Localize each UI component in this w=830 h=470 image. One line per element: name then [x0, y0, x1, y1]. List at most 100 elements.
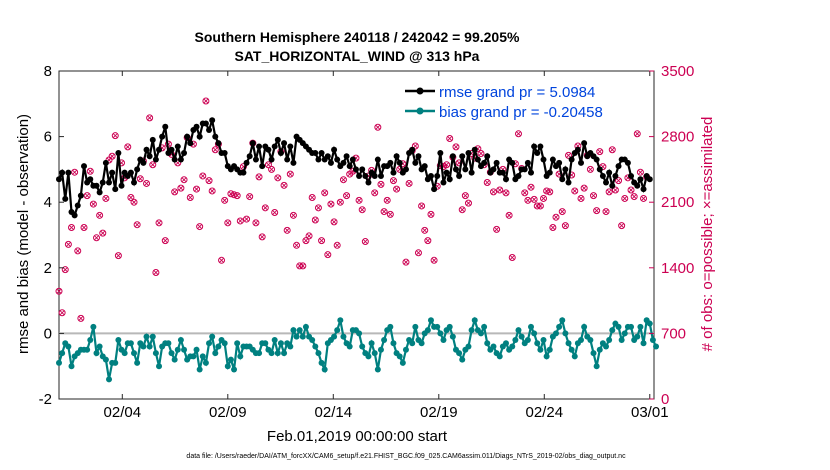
obs-assimilated-marker	[284, 227, 290, 233]
bias-point	[299, 333, 306, 340]
obs-possible-marker	[208, 187, 216, 195]
rmse-point	[209, 117, 216, 124]
obs-possible-marker	[268, 165, 276, 173]
rmse-point	[446, 176, 453, 183]
bias-point	[174, 346, 181, 353]
bias-point	[402, 346, 409, 353]
rmse-point	[499, 169, 506, 176]
rmse-point	[152, 156, 159, 163]
bias-point	[256, 350, 263, 357]
obs-assimilated-marker	[100, 230, 106, 236]
rmse-point	[593, 156, 600, 163]
bias-point	[531, 330, 538, 337]
rmse-point	[431, 186, 438, 193]
obs-possible-marker	[358, 206, 366, 214]
obs-possible-marker	[549, 224, 557, 232]
chart-title-line2: SAT_HORIZONTAL_WIND @ 313 hPa	[235, 48, 480, 64]
obs-possible-marker	[255, 173, 263, 181]
rmse-point	[159, 133, 166, 140]
obs-assimilated-marker	[93, 235, 100, 241]
obs-possible-marker	[318, 237, 326, 245]
bias-point	[396, 353, 403, 360]
bias-point	[296, 327, 303, 334]
bias-point	[537, 346, 544, 353]
bias-point	[209, 333, 216, 340]
bias-point	[309, 336, 316, 343]
rmse-point	[102, 159, 109, 166]
obs-possible-marker	[424, 237, 432, 245]
obs-assimilated-marker	[312, 217, 318, 223]
obs-possible-marker	[590, 192, 598, 200]
bias-point	[56, 359, 62, 366]
bias-point	[653, 343, 660, 350]
rmse-point	[287, 143, 294, 150]
bias-point	[640, 340, 647, 347]
rmse-point	[349, 156, 356, 163]
obs-possible-marker	[236, 217, 244, 225]
obs-possible-marker	[293, 241, 301, 249]
obs-assimilated-marker	[153, 269, 159, 276]
rmse-point	[556, 159, 563, 166]
obs-assimilated-marker	[325, 252, 331, 258]
obs-assimilated-marker	[78, 315, 84, 321]
rmse-point	[427, 172, 434, 179]
obs-possible-marker	[224, 219, 232, 227]
obs-possible-marker	[580, 184, 588, 192]
bias-point	[399, 359, 406, 366]
obs-possible-marker	[540, 194, 548, 202]
obs-possible-marker	[571, 187, 579, 195]
rmse-point	[318, 150, 325, 156]
obs-possible-marker	[177, 184, 185, 192]
bias-point	[621, 330, 628, 337]
obs-possible-marker	[202, 97, 210, 105]
obs-possible-marker	[246, 193, 254, 201]
obs-assimilated-marker	[431, 257, 437, 263]
rmse-point	[481, 159, 488, 166]
bias-point	[134, 359, 141, 366]
obs-assimilated-marker	[212, 147, 218, 153]
bias-point	[168, 350, 175, 357]
rmse-point	[393, 153, 400, 160]
rmse-point	[409, 146, 416, 153]
bias-point	[649, 336, 656, 343]
obs-assimilated-marker	[87, 168, 93, 174]
rmse-point	[171, 156, 178, 163]
y-axis-right-label: # of obs: o=possible; ×=assimilated	[699, 117, 716, 352]
obs-assimilated-marker	[294, 242, 300, 248]
bias-point	[546, 346, 553, 353]
rmse-point	[77, 192, 84, 199]
obs-possible-marker	[280, 181, 288, 189]
obs-assimilated-marker	[134, 222, 140, 228]
bias-point	[524, 336, 531, 343]
rmse-point	[634, 182, 641, 189]
obs-assimilated-marker	[581, 185, 587, 191]
bias-point	[527, 323, 534, 330]
rmse-point	[578, 159, 585, 166]
rmse-point	[168, 146, 175, 153]
obs-possible-marker	[271, 209, 279, 217]
obs-assimilated-marker	[641, 195, 647, 201]
bias-point	[202, 359, 209, 366]
rmse-point	[606, 169, 613, 176]
obs-assimilated-marker	[203, 98, 209, 104]
bias-point	[318, 359, 325, 366]
obs-possible-marker	[243, 215, 251, 223]
rmse-point	[206, 127, 213, 134]
bias-point	[509, 343, 516, 350]
y-right-tick-label: 1400	[661, 260, 694, 277]
rmse-point	[162, 123, 169, 130]
rmse-point	[249, 140, 256, 147]
rmse-point	[74, 202, 81, 209]
bias-point	[381, 336, 388, 343]
bias-point	[590, 350, 597, 357]
bias-point	[534, 340, 541, 347]
obs-possible-marker	[252, 219, 260, 227]
rmse-point	[437, 150, 444, 156]
bias-point	[512, 336, 519, 343]
rmse-point	[568, 156, 575, 163]
bias-point	[496, 353, 503, 360]
rmse-point	[565, 179, 572, 186]
x-tick-label: 03/01	[631, 404, 669, 421]
rmse-point	[356, 172, 363, 179]
rmse-point	[459, 153, 466, 160]
